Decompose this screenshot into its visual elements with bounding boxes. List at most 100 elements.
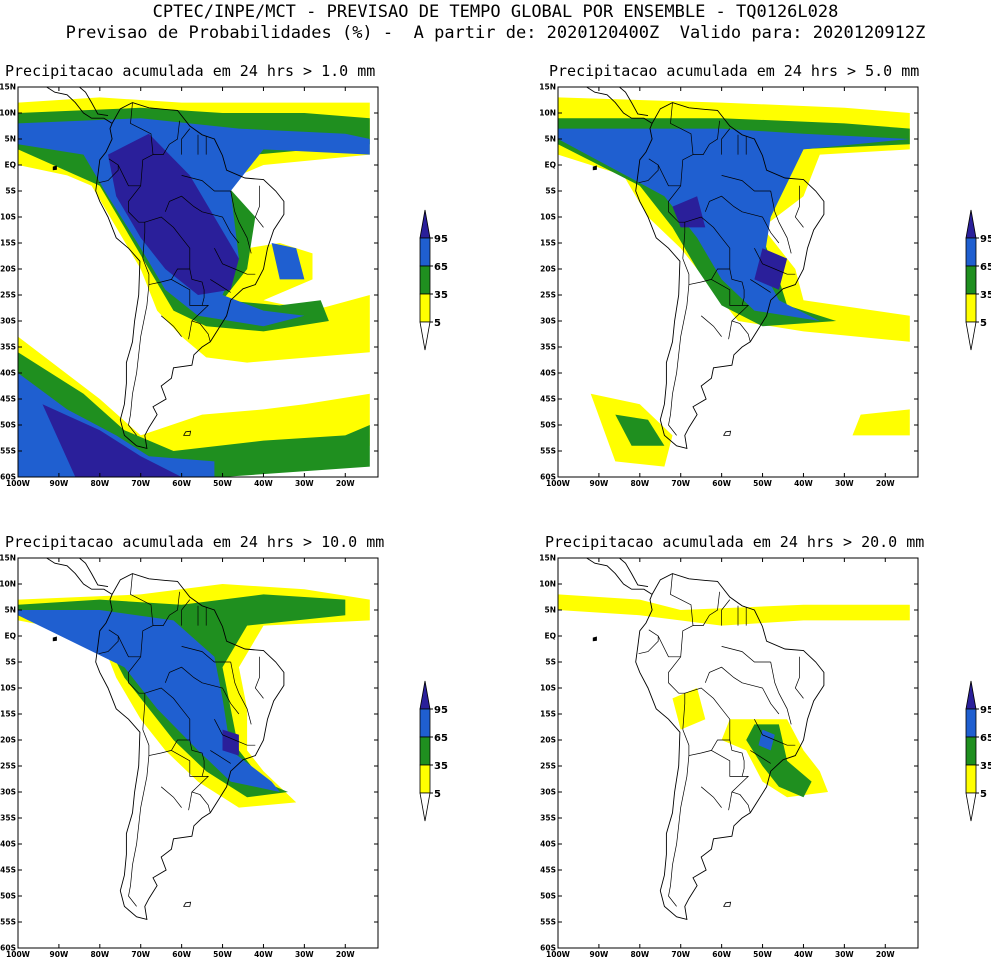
lat-label: 5N [5, 135, 17, 144]
lat-label: 10S [540, 684, 556, 693]
coastline-central-america [585, 558, 653, 595]
lat-label: 10N [539, 109, 556, 118]
lat-label: 35S [540, 814, 556, 823]
probability-area-low [672, 688, 706, 730]
lat-label: EQ [545, 161, 557, 170]
country-border [164, 195, 240, 244]
lat-label: 55S [0, 918, 16, 927]
map-panel-3: 15N 10N 5N EQ 5S 10S 15S 20S 25S 30S 35S 40S 45S 50S 5… [0, 551, 385, 961]
lat-label: EQ [545, 632, 557, 641]
colorbar-label: 95 [434, 705, 448, 716]
country-border [668, 284, 690, 436]
country-border [181, 599, 191, 626]
country-border [171, 268, 205, 306]
lat-label: 5S [5, 187, 16, 196]
colorbar-label: 65 [980, 262, 991, 273]
colorbar-label: 95 [980, 705, 991, 716]
country-border [230, 190, 252, 254]
country-border [693, 591, 720, 626]
country-border [684, 687, 731, 740]
lat-label: 55S [0, 447, 16, 456]
lat-label: 40S [0, 840, 16, 849]
lat-label: 40S [540, 840, 556, 849]
lon-label: 40W [794, 950, 813, 959]
lat-label: 15S [540, 239, 556, 248]
colorbar-2: 95 65 35 5 [964, 208, 991, 354]
probability-area-top [42, 404, 182, 477]
country-border [181, 175, 231, 192]
country-border [754, 719, 796, 746]
colorbar-label: 5 [980, 789, 987, 800]
country-border [98, 636, 119, 655]
galapagos [52, 636, 57, 642]
probability-area-high [271, 243, 305, 280]
country-border [108, 573, 154, 658]
lat-label: 5S [5, 658, 16, 667]
country-border [188, 791, 193, 811]
lon-label: 40W [794, 479, 813, 488]
lat-label: EQ [5, 161, 17, 170]
country-border [254, 656, 264, 699]
galapagos [592, 165, 597, 171]
country-border [638, 165, 659, 184]
country-border [144, 216, 191, 269]
lat-label: 30S [0, 317, 16, 326]
lat-label: 30S [540, 788, 556, 797]
country-border [668, 185, 686, 259]
colorbar-label: 65 [980, 733, 991, 744]
lat-label: 15N [0, 83, 16, 92]
lon-label: 60W [172, 950, 191, 959]
lat-label: EQ [5, 632, 17, 641]
lon-label: 90W [50, 950, 69, 959]
lat-label: 10N [0, 109, 16, 118]
colorbar-label: 35 [980, 761, 991, 772]
country-border [171, 739, 205, 777]
country-border [794, 656, 804, 699]
country-border [693, 120, 720, 155]
lat-label: 40S [0, 369, 16, 378]
lon-label: 20W [876, 479, 895, 488]
colorbar-segment [965, 708, 977, 738]
country-border [160, 315, 182, 337]
lat-label: 50S [0, 892, 16, 901]
lat-label: 55S [540, 447, 556, 456]
country-border [210, 279, 231, 293]
colorbar-3: 95 65 35 5 [418, 679, 458, 825]
lon-label: 70W [131, 479, 150, 488]
probability-area-top [222, 729, 239, 756]
colorbar-bottom-triangle [965, 792, 977, 822]
colorbar-bottom-triangle [419, 321, 431, 351]
galapagos [592, 636, 597, 642]
coastline-central-america [45, 558, 113, 595]
country-border [728, 320, 733, 340]
lat-label: 45S [540, 866, 556, 875]
lon-label: 90W [590, 479, 609, 488]
map-panel-1: 15N 10N 5N EQ 5S 10S 15S 20S 25S 30S 35S 40S 45S 50S 5… [0, 80, 385, 490]
country-border [164, 666, 240, 715]
colorbar-segment [419, 237, 431, 267]
country-border [721, 175, 771, 192]
country-border [700, 786, 722, 808]
lat-label: 5N [545, 606, 557, 615]
lat-label: 45S [0, 866, 16, 875]
map-frame [557, 86, 919, 478]
colorbar-label: 5 [434, 789, 441, 800]
header-line-1: CPTEC/INPE/MCT - PREVISAO DE TEMPO GLOBA… [152, 2, 839, 22]
lon-label: 20W [336, 479, 355, 488]
country-border [648, 102, 694, 187]
lat-label: 35S [0, 814, 16, 823]
lat-label: 60S [540, 473, 556, 482]
lon-label: 50W [753, 479, 772, 488]
lon-label: 50W [213, 950, 232, 959]
galapagos [52, 165, 57, 171]
colorbar-segment [419, 293, 431, 323]
lon-label: 100W [546, 479, 571, 488]
lat-label: 60S [0, 944, 16, 953]
colorbar-label: 35 [434, 761, 448, 772]
lat-label: 25S [0, 762, 16, 771]
country-border [750, 750, 771, 764]
lon-label: 60W [712, 479, 731, 488]
lon-label: 90W [590, 950, 609, 959]
lon-label: 40W [254, 950, 273, 959]
colorbar-label: 5 [434, 318, 441, 329]
